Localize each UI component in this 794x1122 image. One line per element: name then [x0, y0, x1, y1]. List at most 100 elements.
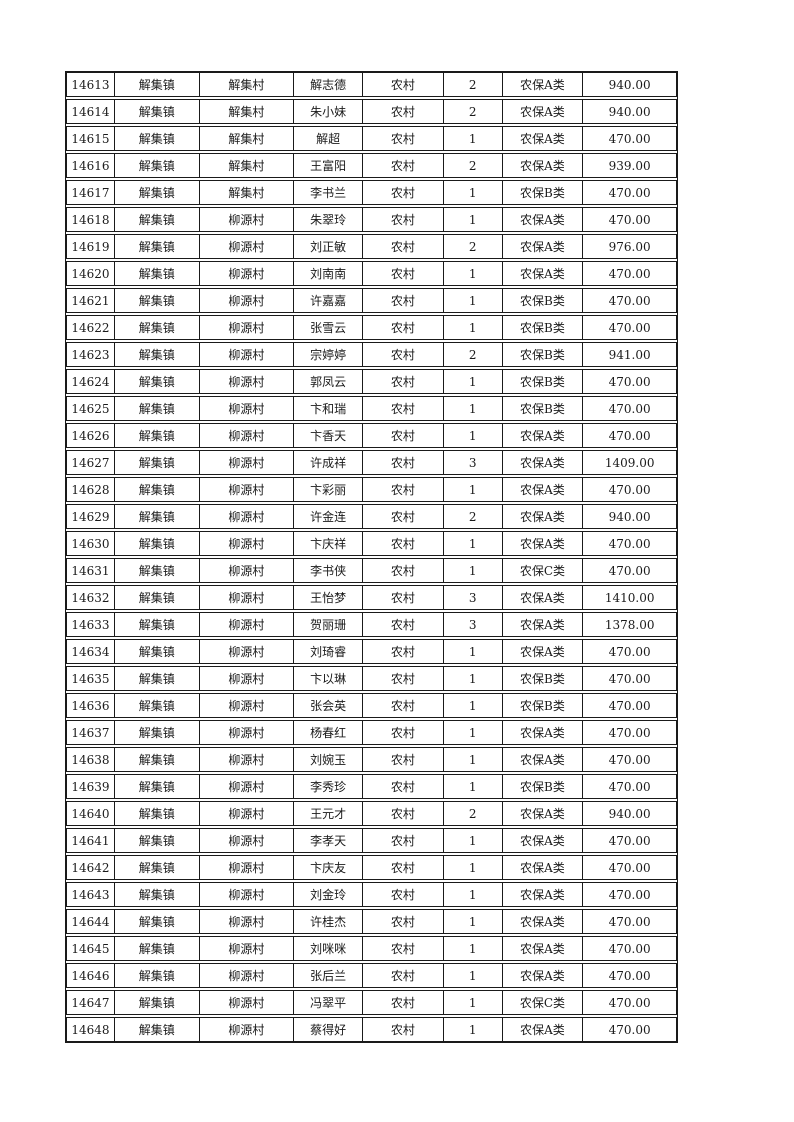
cell-insurance-category: 农保A类 — [501, 127, 583, 150]
cell-town: 解集镇 — [113, 937, 199, 960]
cell-amount: 470.00 — [582, 370, 676, 393]
cell-village: 柳源村 — [198, 208, 294, 231]
cell-town: 解集镇 — [113, 289, 199, 312]
table-row: 14634 解集镇 柳源村 刘琦睿 农村 1 农保A类 470.00 — [66, 639, 677, 664]
cell-person-count: 1 — [442, 208, 502, 231]
cell-person-count: 1 — [442, 883, 502, 906]
cell-residence-type: 农村 — [362, 667, 443, 690]
cell-residence-type: 农村 — [362, 73, 443, 96]
cell-serial-number: 14631 — [71, 563, 110, 578]
table-row: 14617 解集镇 解集村 李书兰 农村 1 农保B类 470.00 — [66, 180, 677, 205]
cell-residence-type: 农村 — [362, 991, 443, 1014]
cell-amount: 470.00 — [582, 667, 676, 690]
cell-person-name: 张会英 — [293, 694, 362, 717]
cell-amount: 976.00 — [582, 235, 676, 258]
cell-insurance-category: 农保B类 — [501, 397, 583, 420]
cell-town: 解集镇 — [113, 100, 199, 123]
cell-person-name: 李孝天 — [293, 829, 362, 852]
cell-residence-type: 农村 — [362, 316, 443, 339]
table-row: 14635 解集镇 柳源村 卞以琳 农村 1 农保B类 470.00 — [66, 666, 677, 691]
cell-person-count: 1 — [442, 478, 502, 501]
cell-person-name: 杨春红 — [293, 721, 362, 744]
cell-town: 解集镇 — [113, 748, 199, 771]
cell-person-name: 冯翠平 — [293, 991, 362, 1014]
cell-village: 柳源村 — [198, 667, 294, 690]
cell-serial-number: 14627 — [71, 455, 110, 470]
cell-insurance-category: 农保A类 — [501, 640, 583, 663]
cell-insurance-category: 农保A类 — [501, 235, 583, 258]
cell-insurance-category: 农保A类 — [501, 964, 583, 987]
cell-town: 解集镇 — [113, 235, 199, 258]
table-row: 14628 解集镇 柳源村 卞彩丽 农村 1 农保A类 470.00 — [66, 477, 677, 502]
cell-village: 柳源村 — [198, 613, 294, 636]
cell-person-count: 1 — [442, 397, 502, 420]
cell-village: 柳源村 — [198, 478, 294, 501]
cell-village: 柳源村 — [198, 829, 294, 852]
cell-village: 柳源村 — [198, 883, 294, 906]
cell-residence-type: 农村 — [362, 478, 443, 501]
cell-serial-number: 14636 — [71, 698, 110, 713]
cell-insurance-category: 农保A类 — [501, 910, 583, 933]
cell-insurance-category: 农保A类 — [501, 424, 583, 447]
cell-residence-type: 农村 — [362, 883, 443, 906]
cell-serial-number: 14645 — [71, 941, 110, 956]
cell-serial-number: 14642 — [71, 860, 110, 875]
cell-person-count: 2 — [442, 100, 502, 123]
cell-insurance-category: 农保C类 — [501, 991, 583, 1014]
cell-person-count: 1 — [442, 127, 502, 150]
cell-person-name: 卞和瑞 — [293, 397, 362, 420]
cell-person-count: 1 — [442, 829, 502, 852]
cell-residence-type: 农村 — [362, 262, 443, 285]
cell-town: 解集镇 — [113, 694, 199, 717]
cell-serial-number: 14616 — [71, 158, 110, 173]
cell-serial-number: 14617 — [71, 185, 110, 200]
cell-town: 解集镇 — [113, 208, 199, 231]
cell-insurance-category: 农保B类 — [501, 667, 583, 690]
table-row: 14627 解集镇 柳源村 许成祥 农村 3 农保A类 1409.00 — [66, 450, 677, 475]
cell-residence-type: 农村 — [362, 829, 443, 852]
cell-serial-number: 14619 — [71, 239, 110, 254]
insurance-table: 14613 解集镇 解集村 解志德 农村 2 农保A类 940.00 14614 解集镇 解集村 朱小… — [65, 71, 678, 1043]
table-row: 14613 解集镇 解集村 解志德 农村 2 农保A类 940.00 — [66, 72, 677, 97]
cell-town: 解集镇 — [113, 964, 199, 987]
cell-village: 柳源村 — [198, 397, 294, 420]
cell-person-name: 王富阳 — [293, 154, 362, 177]
cell-serial-number: 14634 — [71, 644, 110, 659]
cell-person-count: 1 — [442, 937, 502, 960]
cell-person-count: 1 — [442, 559, 502, 582]
table-row: 14625 解集镇 柳源村 卞和瑞 农村 1 农保B类 470.00 — [66, 396, 677, 421]
cell-amount: 470.00 — [582, 748, 676, 771]
cell-insurance-category: 农保A类 — [501, 721, 583, 744]
cell-village: 柳源村 — [198, 694, 294, 717]
cell-person-count: 1 — [442, 748, 502, 771]
cell-person-name: 解超 — [293, 127, 362, 150]
cell-insurance-category: 农保B类 — [501, 775, 583, 798]
cell-serial-number: 14621 — [71, 293, 110, 308]
cell-residence-type: 农村 — [362, 289, 443, 312]
cell-person-count: 1 — [442, 775, 502, 798]
cell-town: 解集镇 — [113, 451, 199, 474]
cell-amount: 470.00 — [582, 316, 676, 339]
table-row: 14615 解集镇 解集村 解超 农村 1 农保A类 470.00 — [66, 126, 677, 151]
cell-person-name: 卞香天 — [293, 424, 362, 447]
cell-residence-type: 农村 — [362, 775, 443, 798]
cell-village: 柳源村 — [198, 316, 294, 339]
cell-town: 解集镇 — [113, 856, 199, 879]
cell-insurance-category: 农保B类 — [501, 343, 583, 366]
cell-insurance-category: 农保B类 — [501, 694, 583, 717]
cell-person-name: 贺丽珊 — [293, 613, 362, 636]
cell-insurance-category: 农保A类 — [501, 262, 583, 285]
cell-residence-type: 农村 — [362, 505, 443, 528]
cell-person-name: 王怡梦 — [293, 586, 362, 609]
cell-amount: 940.00 — [582, 100, 676, 123]
cell-residence-type: 农村 — [362, 208, 443, 231]
cell-amount: 470.00 — [582, 397, 676, 420]
cell-village: 柳源村 — [198, 559, 294, 582]
cell-residence-type: 农村 — [362, 100, 443, 123]
cell-residence-type: 农村 — [362, 424, 443, 447]
cell-town: 解集镇 — [113, 127, 199, 150]
cell-person-name: 刘琦睿 — [293, 640, 362, 663]
cell-residence-type: 农村 — [362, 856, 443, 879]
cell-amount: 1378.00 — [582, 613, 676, 636]
